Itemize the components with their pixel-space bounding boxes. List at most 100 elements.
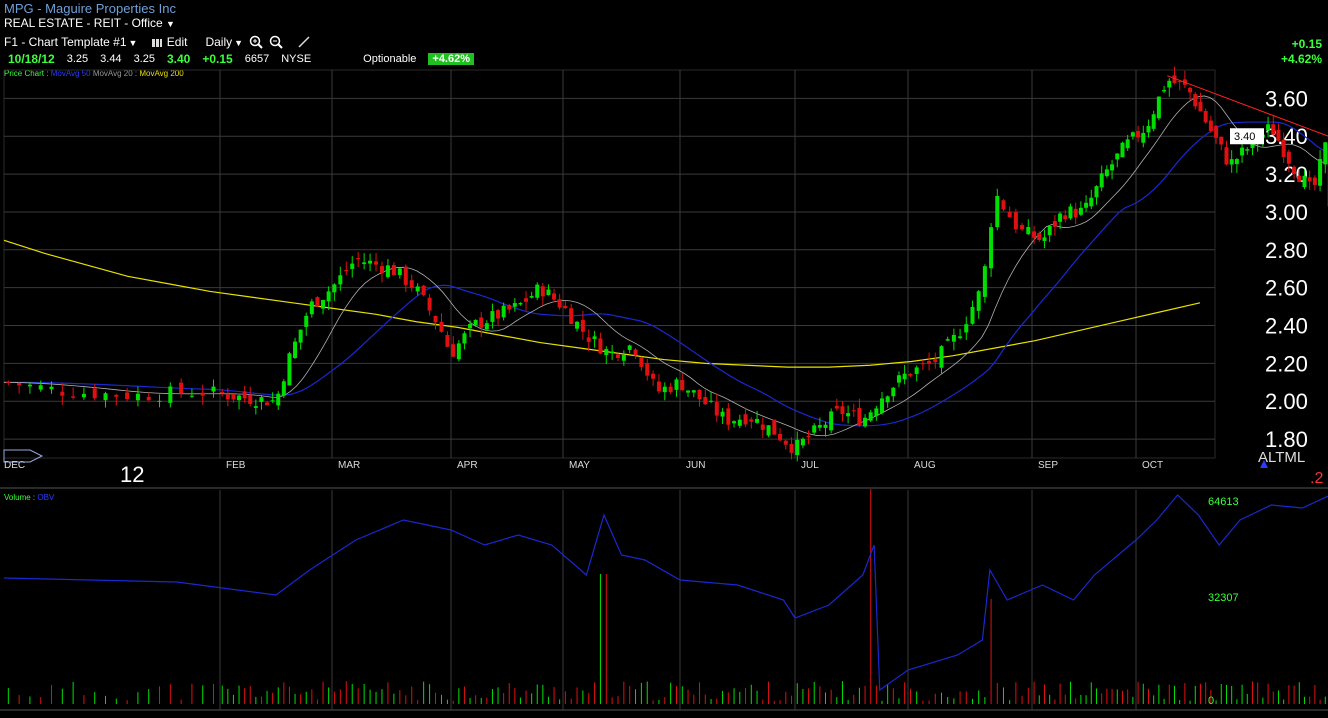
month-label: FEB: [226, 460, 246, 471]
edit-icon[interactable]: [151, 37, 163, 49]
chevron-down-icon[interactable]: ▼: [234, 38, 244, 48]
price-tick-label: 2.60: [1265, 276, 1308, 301]
candle-down: [580, 319, 585, 332]
sector-text[interactable]: REAL ESTATE - REIT - Office: [4, 16, 163, 30]
candle-down: [315, 297, 320, 307]
candle-up: [49, 386, 54, 390]
candle-down: [1052, 221, 1057, 227]
candle-down: [60, 391, 65, 396]
candle-up: [964, 324, 969, 333]
chevron-down-icon[interactable]: ▼: [128, 38, 138, 48]
chart-template-label[interactable]: F1 - Chart Template #1: [4, 35, 127, 49]
caret-down-icon[interactable]: ▼: [166, 19, 175, 29]
month-label: JUL: [801, 460, 819, 471]
candle-down: [225, 394, 230, 400]
candle-down: [479, 317, 484, 328]
period-dropdown[interactable]: Daily ▼: [205, 35, 243, 49]
candle-down: [933, 359, 938, 363]
candle-up: [338, 275, 343, 285]
corner-label: .2: [1310, 470, 1324, 487]
sector-label[interactable]: REAL ESTATE - REIT - Office ▼: [4, 16, 175, 30]
price-tick-label: 3.00: [1265, 200, 1308, 225]
candle-up: [270, 400, 275, 402]
candle-down: [427, 297, 432, 311]
candle-up: [293, 341, 298, 358]
edit-button[interactable]: Edit: [151, 35, 187, 49]
candle-up: [103, 393, 108, 401]
candle-down: [524, 298, 529, 302]
candle-down: [146, 396, 151, 401]
candle-up: [610, 351, 615, 354]
candle-down: [857, 408, 862, 426]
candle-down: [1172, 75, 1177, 84]
candle-up: [1146, 125, 1151, 133]
candle-up: [874, 408, 879, 417]
candle-up: [309, 301, 314, 315]
candle-down: [586, 337, 591, 342]
candle-up: [501, 305, 506, 318]
altml-label[interactable]: ALTML: [1258, 449, 1306, 466]
candle-up: [896, 375, 901, 383]
edit-label[interactable]: Edit: [166, 35, 188, 49]
candle-up: [989, 227, 994, 269]
candle-down: [1001, 200, 1006, 210]
candle-up: [604, 349, 609, 356]
candle-up: [1094, 186, 1099, 198]
month-label: OCT: [1142, 460, 1163, 471]
ma20-line: [3, 95, 1328, 437]
candle-up: [1302, 175, 1307, 188]
candle-down: [17, 382, 22, 386]
candle-down: [1214, 125, 1219, 138]
candle-up: [1047, 225, 1052, 236]
candle-up: [720, 411, 725, 417]
candle-up: [823, 424, 828, 428]
candle-down: [220, 392, 225, 394]
candle-up: [995, 195, 1000, 227]
candle-up: [939, 346, 944, 368]
candle-down: [507, 304, 512, 310]
candle-up: [1234, 159, 1239, 165]
candle-up: [1068, 206, 1073, 219]
candle-up: [468, 323, 473, 329]
candle-down: [1208, 120, 1213, 131]
price-panel-frame: [3, 69, 1216, 459]
candle-down: [6, 381, 11, 384]
candle-down: [1037, 233, 1042, 240]
candle-down: [356, 257, 361, 260]
candle-down: [851, 410, 856, 412]
pencil-icon[interactable]: [297, 35, 311, 50]
candle-down: [1136, 130, 1141, 138]
candle-down: [697, 389, 702, 400]
candle-down: [496, 310, 501, 319]
quote-bar: 10/18/12 3.25 3.44 3.25 3.40 +0.15 6657 …: [8, 52, 475, 66]
candle-up: [902, 373, 907, 380]
candle-up: [368, 260, 373, 264]
candle-down: [433, 315, 438, 323]
candle-down: [1276, 129, 1281, 141]
scroll-handle: [3, 449, 44, 463]
candle-down: [840, 406, 845, 414]
candle-up: [276, 393, 281, 406]
candle-down: [409, 280, 414, 288]
candle-down: [374, 261, 379, 265]
candle-up: [287, 353, 292, 386]
candle-down: [92, 388, 97, 399]
chart-template-dropdown[interactable]: F1 - Chart Template #1 ▼: [4, 35, 137, 49]
zoom-in-icon[interactable]: [249, 35, 263, 50]
period-label[interactable]: Daily: [205, 35, 233, 49]
candle-up: [253, 406, 258, 408]
candle-down: [248, 395, 253, 404]
candle-down: [421, 285, 426, 295]
candle-up: [812, 425, 817, 433]
pct-change-badge: +4.62%: [428, 53, 475, 65]
price-chart-legend: Price Chart : MovAvg 50 MovAvg 20 : MovA…: [4, 69, 184, 78]
month-label: MAY: [569, 460, 590, 471]
candle-up: [795, 439, 800, 456]
candle-down: [834, 405, 839, 409]
candle-down: [1281, 139, 1286, 157]
candle-up: [259, 397, 264, 402]
zoom-out-icon[interactable]: [269, 35, 283, 50]
candle-down: [1198, 101, 1203, 112]
candle-up: [846, 413, 851, 417]
